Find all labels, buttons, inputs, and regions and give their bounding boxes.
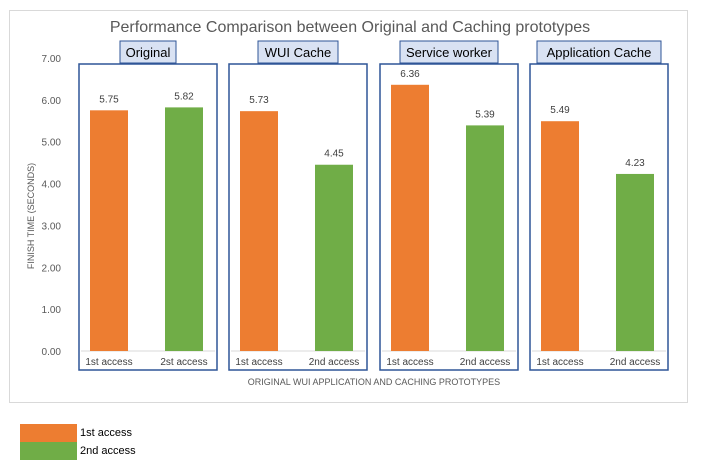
group-box-service-worker: [379, 63, 519, 371]
bar-service-worker-1st-access: [391, 84, 429, 351]
category-label: 1st access: [536, 357, 583, 368]
group-title-application-cache: Application Cache: [547, 45, 652, 60]
data-label: 5.73: [249, 95, 269, 106]
legend: 1st access 2nd access: [20, 424, 136, 460]
y-tick-label: 2.00: [42, 263, 62, 274]
legend-item-2nd-access: 2nd access: [20, 442, 136, 460]
y-tick-label: 3.00: [42, 221, 62, 232]
bar-original-1st-access: [90, 110, 128, 351]
category-label: 2nd access: [460, 357, 511, 368]
bar-service-worker-2nd-access: [466, 125, 504, 351]
y-tick-label: 4.00: [42, 180, 62, 191]
legend-swatch-2nd-access: [20, 442, 77, 460]
group-title-box-wui-cache: [257, 40, 339, 64]
group-title-original: Original: [126, 45, 171, 60]
category-label: 2nd access: [610, 357, 661, 368]
bar-wui-cache-2nd-access: [315, 164, 353, 351]
category-label: 1st access: [386, 357, 433, 368]
group-title-box-application-cache: [536, 40, 662, 64]
legend-label-2nd-access: 2nd access: [80, 445, 136, 457]
category-label: 2nd access: [309, 357, 360, 368]
data-label: 4.45: [324, 149, 344, 160]
y-tick-label: 7.00: [42, 54, 62, 65]
bar-original-2st-access: [165, 107, 203, 352]
group-application-cache: Application Cache 5.49 1st access 4.23 2nd a…: [529, 40, 669, 371]
group-title-service-worker: Service worker: [406, 45, 493, 60]
group-title-wui-cache: WUI Cache: [265, 45, 331, 60]
group-title-box-service-worker: [399, 40, 499, 64]
y-tick-label: 1.00: [42, 305, 62, 316]
category-label: 1st access: [85, 357, 132, 368]
data-label: 4.23: [625, 158, 645, 169]
y-tick-label: 0.00: [42, 347, 62, 358]
category-label: 1st access: [235, 357, 282, 368]
data-label: 5.39: [475, 109, 495, 120]
bar-chart: Performance Comparison between Original …: [26, 19, 669, 387]
x-axis-title: ORIGINAL WUI APPLICATION AND CACHING PRO…: [248, 377, 500, 387]
data-label: 5.75: [99, 94, 119, 105]
legend-item-1st-access: 1st access: [20, 424, 136, 442]
data-label: 5.82: [174, 91, 194, 102]
chart-title: Performance Comparison between Original …: [110, 19, 590, 36]
group-box-original: [78, 63, 218, 371]
y-tick-label: 6.00: [42, 96, 62, 107]
category-label: 2st access: [160, 357, 207, 368]
legend-label-1st-access: 1st access: [80, 427, 132, 439]
chart-frame: Performance Comparison between Original …: [9, 10, 688, 403]
bar-application-cache-2nd-access: [616, 173, 654, 351]
bar-application-cache-1st-access: [541, 121, 579, 351]
group-wui-cache: WUI Cache 5.73 1st access 4.45 2nd access: [228, 40, 368, 371]
group-box-application-cache: [529, 63, 669, 371]
group-title-box-original: [119, 40, 177, 64]
y-axis-title: FINISH TIME (SECONDS): [26, 163, 36, 269]
legend-swatch-1st-access: [20, 424, 77, 442]
y-tick-label: 5.00: [42, 138, 62, 149]
data-label: 6.36: [400, 69, 420, 80]
data-label: 5.49: [550, 105, 570, 116]
group-service-worker: Service worker 6.36 1st access 5.39 2nd acce…: [379, 40, 519, 371]
bar-wui-cache-1st-access: [240, 111, 278, 351]
group-box-wui-cache: [228, 63, 368, 371]
group-original: Original 5.75 1st access 5.82 2st access: [78, 40, 218, 371]
